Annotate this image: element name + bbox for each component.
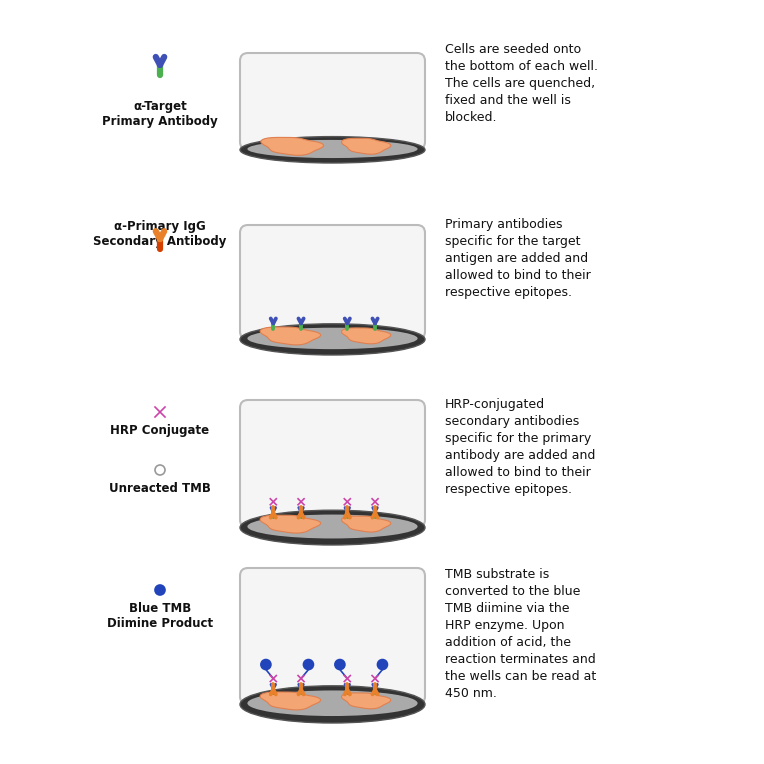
Text: α-Target
Primary Antibody: α-Target Primary Antibody	[102, 100, 218, 128]
Polygon shape	[261, 138, 324, 155]
FancyBboxPatch shape	[240, 400, 425, 528]
Polygon shape	[342, 328, 390, 344]
Polygon shape	[260, 327, 321, 345]
Ellipse shape	[240, 686, 425, 723]
Polygon shape	[342, 516, 390, 532]
Circle shape	[335, 659, 345, 669]
Polygon shape	[342, 693, 390, 709]
Ellipse shape	[248, 328, 418, 349]
Circle shape	[155, 585, 165, 595]
Ellipse shape	[248, 140, 418, 158]
Text: Primary antibodies
specific for the target
antigen are added and
allowed to bind: Primary antibodies specific for the targ…	[445, 218, 591, 299]
Circle shape	[377, 659, 387, 669]
Ellipse shape	[248, 691, 418, 716]
Polygon shape	[260, 515, 321, 533]
FancyBboxPatch shape	[240, 53, 425, 150]
Text: Cells are seeded onto
the bottom of each well.
The cells are quenched,
fixed and: Cells are seeded onto the bottom of each…	[445, 43, 598, 124]
Polygon shape	[342, 138, 390, 154]
Text: HRP-conjugated
secondary antibodies
specific for the primary
antibody are added : HRP-conjugated secondary antibodies spec…	[445, 398, 595, 496]
Text: TMB substrate is
converted to the blue
TMB diimine via the
HRP enzyme. Upon
addi: TMB substrate is converted to the blue T…	[445, 568, 596, 700]
Ellipse shape	[240, 510, 425, 545]
Polygon shape	[260, 692, 321, 710]
Circle shape	[261, 659, 271, 669]
Ellipse shape	[248, 514, 418, 539]
Ellipse shape	[240, 137, 425, 163]
FancyBboxPatch shape	[240, 568, 425, 704]
Text: Unreacted TMB: Unreacted TMB	[109, 482, 211, 495]
Text: α-Primary IgG
Secondary Antibody: α-Primary IgG Secondary Antibody	[93, 220, 227, 248]
Text: Blue TMB
Diimine Product: Blue TMB Diimine Product	[107, 602, 213, 630]
Ellipse shape	[240, 324, 425, 355]
Circle shape	[303, 659, 313, 669]
Text: HRP Conjugate: HRP Conjugate	[111, 424, 209, 437]
FancyBboxPatch shape	[240, 225, 425, 339]
